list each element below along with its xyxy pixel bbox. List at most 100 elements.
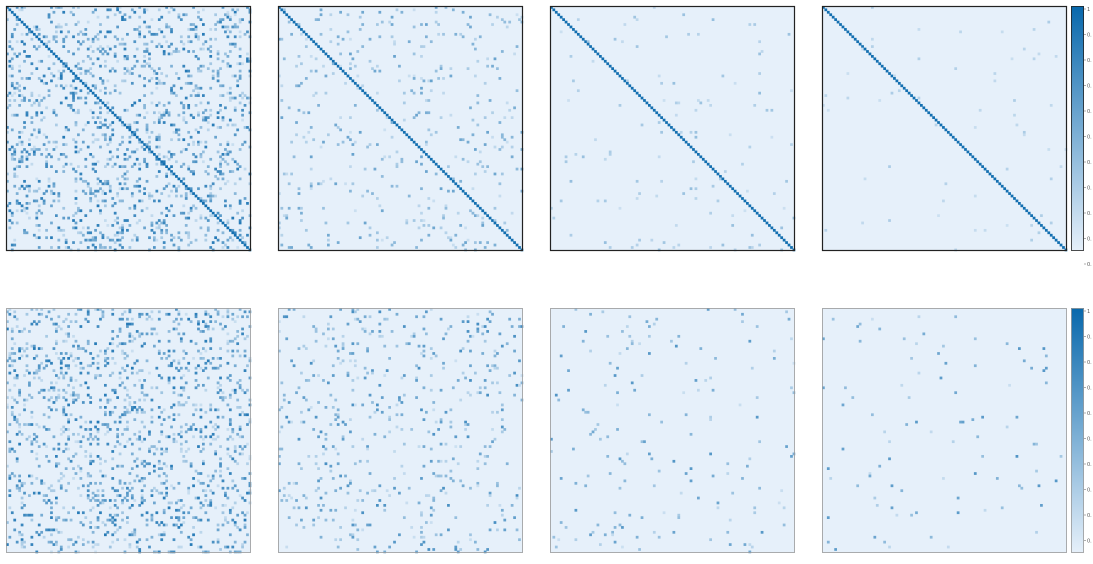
heatmap-cell bbox=[145, 50, 149, 53]
heatmap-cell bbox=[505, 342, 509, 346]
heatmap-cell bbox=[108, 150, 112, 154]
heatmap-cell bbox=[143, 94, 146, 97]
heatmap-cell bbox=[209, 86, 213, 90]
heatmap-cell bbox=[126, 108, 129, 112]
heatmap-cell bbox=[214, 450, 217, 453]
heatmap-cell bbox=[89, 45, 93, 48]
heatmap-cell bbox=[503, 138, 507, 142]
heatmap-cell bbox=[96, 204, 100, 208]
heatmap-cell bbox=[209, 479, 213, 483]
heatmap-cell bbox=[162, 35, 166, 39]
heatmap-cell bbox=[339, 67, 342, 70]
heatmap-cell bbox=[434, 10, 438, 14]
heatmap-cell bbox=[104, 432, 107, 436]
heatmap-cell bbox=[368, 332, 372, 336]
heatmap-cell bbox=[25, 364, 29, 368]
heatmap-cell bbox=[157, 138, 161, 142]
heatmap-cell bbox=[221, 504, 225, 507]
heatmap-cell bbox=[77, 67, 80, 70]
heatmap-cell bbox=[15, 484, 19, 488]
heatmap-cell bbox=[20, 77, 24, 80]
heatmap-cell bbox=[327, 133, 330, 137]
heatmap-cell bbox=[206, 219, 210, 222]
heatmap-cell bbox=[130, 8, 134, 12]
heatmap-cell bbox=[231, 428, 235, 431]
heatmap-cell bbox=[32, 101, 36, 105]
heatmap-cell bbox=[640, 440, 644, 444]
heatmap-cell bbox=[420, 408, 423, 412]
heatmap-cell bbox=[123, 410, 127, 414]
heatmap-cell bbox=[91, 50, 95, 53]
heatmap-cell bbox=[113, 89, 117, 93]
heatmap-cell bbox=[81, 189, 85, 193]
heatmap-cell bbox=[130, 322, 134, 326]
heatmap-cell bbox=[613, 511, 617, 515]
heatmap-cell bbox=[415, 160, 418, 164]
heatmap-cell bbox=[69, 320, 73, 323]
heatmap-cell bbox=[123, 172, 127, 176]
heatmap-cell bbox=[23, 504, 26, 507]
heatmap-cell bbox=[278, 192, 281, 195]
heatmap-cell bbox=[329, 423, 333, 426]
heatmap-cell bbox=[307, 35, 311, 39]
heatmap-cell bbox=[478, 452, 482, 456]
heatmap-cell bbox=[86, 484, 90, 488]
heatmap-cell bbox=[37, 391, 41, 395]
heatmap-cell bbox=[182, 511, 186, 515]
heatmap-cell bbox=[228, 393, 232, 397]
heatmap-cell bbox=[635, 91, 639, 95]
heatmap-cell bbox=[476, 481, 480, 485]
heatmap-cell bbox=[113, 84, 117, 88]
heatmap-cell bbox=[910, 94, 913, 97]
heatmap-cell bbox=[145, 179, 149, 183]
heatmap-cell bbox=[241, 209, 244, 213]
heatmap-cell bbox=[150, 494, 154, 497]
heatmap-cell bbox=[331, 72, 335, 75]
heatmap-cell bbox=[246, 30, 249, 34]
heatmap-cell bbox=[162, 162, 166, 166]
heatmap-cell bbox=[135, 545, 139, 549]
heatmap-cell bbox=[18, 474, 21, 478]
heatmap-cell bbox=[206, 128, 210, 132]
heatmap-cell bbox=[165, 111, 168, 115]
heatmap-cell bbox=[52, 199, 56, 203]
heatmap-cell bbox=[415, 113, 418, 117]
heatmap-cell bbox=[216, 126, 220, 129]
heatmap-cell bbox=[216, 415, 220, 419]
heatmap-cell bbox=[689, 145, 693, 149]
heatmap-cell bbox=[20, 496, 24, 500]
heatmap-cell bbox=[248, 420, 252, 424]
heatmap-cell bbox=[135, 437, 139, 441]
heatmap-cell bbox=[28, 189, 31, 193]
heatmap-cell bbox=[123, 386, 127, 390]
heatmap-cell bbox=[280, 99, 284, 102]
heatmap-cell bbox=[104, 219, 107, 222]
heatmap-cell bbox=[219, 396, 222, 399]
heatmap-cell bbox=[300, 219, 303, 222]
heatmap-cell bbox=[1049, 221, 1053, 225]
heatmap-cell bbox=[209, 55, 213, 58]
heatmap-cell bbox=[616, 72, 619, 75]
heatmap-cell bbox=[72, 398, 75, 402]
heatmap-cell bbox=[15, 86, 19, 90]
heatmap-cell bbox=[192, 423, 195, 426]
heatmap-cell bbox=[72, 543, 75, 546]
heatmap-cell bbox=[202, 23, 205, 26]
heatmap-cell bbox=[241, 96, 244, 100]
heatmap-cell bbox=[72, 334, 75, 338]
heatmap-cell bbox=[179, 35, 183, 39]
heatmap-cell bbox=[383, 374, 387, 377]
heatmap-cell bbox=[1057, 241, 1060, 244]
heatmap-cell bbox=[199, 18, 203, 21]
heatmap-cell bbox=[317, 479, 320, 483]
heatmap-cell bbox=[182, 111, 186, 115]
heatmap-cell bbox=[167, 354, 171, 358]
heatmap-cell bbox=[179, 86, 183, 90]
heatmap-cell bbox=[91, 162, 95, 166]
heatmap-cell bbox=[226, 25, 230, 29]
heatmap-cell bbox=[236, 349, 240, 353]
heatmap-cell bbox=[461, 484, 465, 488]
heatmap-cell bbox=[454, 548, 458, 551]
heatmap-cell bbox=[581, 155, 585, 159]
heatmap-cell bbox=[118, 118, 122, 122]
